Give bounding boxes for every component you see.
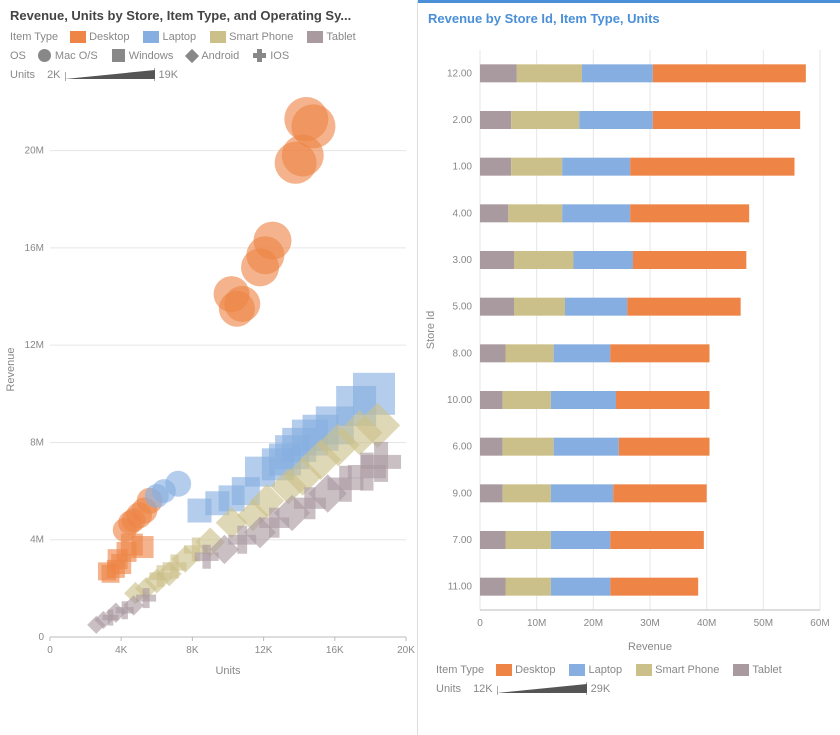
bar-legend-units-row: Units 12K 29K	[436, 682, 610, 696]
legend-desktop[interactable]: Desktop	[70, 31, 129, 43]
svg-text:Revenue: Revenue	[5, 347, 17, 391]
svg-text:12.00: 12.00	[447, 68, 472, 79]
svg-text:0: 0	[477, 618, 483, 629]
bar-legend-item-type-row: Item Type Desktop Laptop Smart Phone Tab…	[436, 664, 830, 676]
scatter-title: Revenue, Units by Store, Item Type, and …	[0, 0, 417, 27]
svg-text:12M: 12M	[25, 340, 44, 351]
svg-text:10.00: 10.00	[447, 395, 472, 406]
svg-text:7.00: 7.00	[453, 535, 473, 546]
svg-text:Units: Units	[215, 665, 241, 677]
svg-text:4K: 4K	[115, 645, 128, 656]
size-ramp-icon	[65, 68, 155, 82]
svg-text:8.00: 8.00	[453, 348, 473, 359]
bar-title: Revenue by Store Id, Item Type, Units	[418, 3, 840, 30]
legend-os-ios[interactable]: IOS	[253, 49, 289, 62]
svg-text:20M: 20M	[25, 146, 44, 157]
svg-text:5.00: 5.00	[453, 302, 473, 313]
bar-legend-desktop[interactable]: Desktop	[496, 664, 555, 676]
bar-size-ramp-icon	[497, 682, 587, 696]
bar-legend-units-label: Units	[436, 683, 461, 695]
scatter-chart[interactable]: 0 4M 8M 12M 16M 20M 0 4K 8K 12K 16K 20K Revenue Units	[0, 92, 417, 682]
svg-text:2.00: 2.00	[453, 115, 473, 126]
size-min-label: 2K	[47, 69, 60, 81]
svg-text:3.00: 3.00	[453, 255, 473, 266]
legend-units-row: Units 2K 19K	[10, 68, 178, 82]
bar-chart[interactable]: 0 10M 20M 30M 40M 50M 60M 12.00 2.00 1.00 4.00 3.00…	[418, 30, 840, 660]
legend-os-row: OS Mac O/S Windows Android IOS	[10, 49, 407, 62]
svg-text:16M: 16M	[25, 243, 44, 254]
svg-text:10M: 10M	[527, 618, 546, 629]
svg-text:11.00: 11.00	[448, 582, 473, 593]
scatter-legend: Item Type Desktop Laptop Smart Phone Tab…	[0, 27, 417, 92]
svg-text:50M: 50M	[754, 618, 773, 629]
bar-size-min-label: 12K	[473, 683, 493, 695]
svg-text:30M: 30M	[640, 618, 659, 629]
legend-item-type-row: Item Type Desktop Laptop Smart Phone Tab…	[10, 31, 407, 43]
svg-text:9.00: 9.00	[453, 488, 473, 499]
bar-legend-laptop[interactable]: Laptop	[569, 664, 622, 676]
svg-text:4M: 4M	[30, 535, 44, 546]
legend-laptop[interactable]: Laptop	[143, 31, 196, 43]
legend-tablet[interactable]: Tablet	[307, 31, 355, 43]
svg-text:8K: 8K	[186, 645, 199, 656]
svg-text:8M: 8M	[30, 437, 44, 448]
svg-text:0: 0	[38, 632, 44, 643]
svg-text:16K: 16K	[326, 645, 344, 656]
scatter-panel: Revenue, Units by Store, Item Type, and …	[0, 0, 418, 735]
legend-item-type-label: Item Type	[10, 31, 58, 43]
bar-legend-smartphone[interactable]: Smart Phone	[636, 664, 719, 676]
legend-os-android[interactable]: Android	[187, 50, 239, 62]
legend-os-mac[interactable]: Mac O/S	[38, 49, 98, 62]
bar-legend-item-type-label: Item Type	[436, 664, 484, 676]
svg-text:4.00: 4.00	[453, 208, 473, 219]
svg-text:40M: 40M	[697, 618, 716, 629]
svg-text:1.00: 1.00	[453, 162, 473, 173]
legend-units-label: Units	[10, 69, 35, 81]
svg-text:60M: 60M	[810, 618, 829, 629]
svg-text:20K: 20K	[397, 645, 415, 656]
bar-legend: Item Type Desktop Laptop Smart Phone Tab…	[418, 660, 840, 706]
svg-text:0: 0	[47, 645, 53, 656]
legend-os-label: OS	[10, 50, 26, 62]
svg-text:12K: 12K	[255, 645, 273, 656]
size-max-label: 19K	[159, 69, 179, 81]
bar-size-max-label: 29K	[591, 683, 611, 695]
bar-legend-tablet[interactable]: Tablet	[733, 664, 781, 676]
legend-smartphone[interactable]: Smart Phone	[210, 31, 293, 43]
svg-text:Store Id: Store Id	[425, 311, 437, 350]
svg-text:20M: 20M	[584, 618, 603, 629]
svg-text:Revenue: Revenue	[628, 641, 672, 653]
bar-panel: Revenue by Store Id, Item Type, Units 0 1…	[418, 0, 840, 735]
legend-os-windows[interactable]: Windows	[112, 49, 174, 62]
svg-text:6.00: 6.00	[453, 442, 473, 453]
